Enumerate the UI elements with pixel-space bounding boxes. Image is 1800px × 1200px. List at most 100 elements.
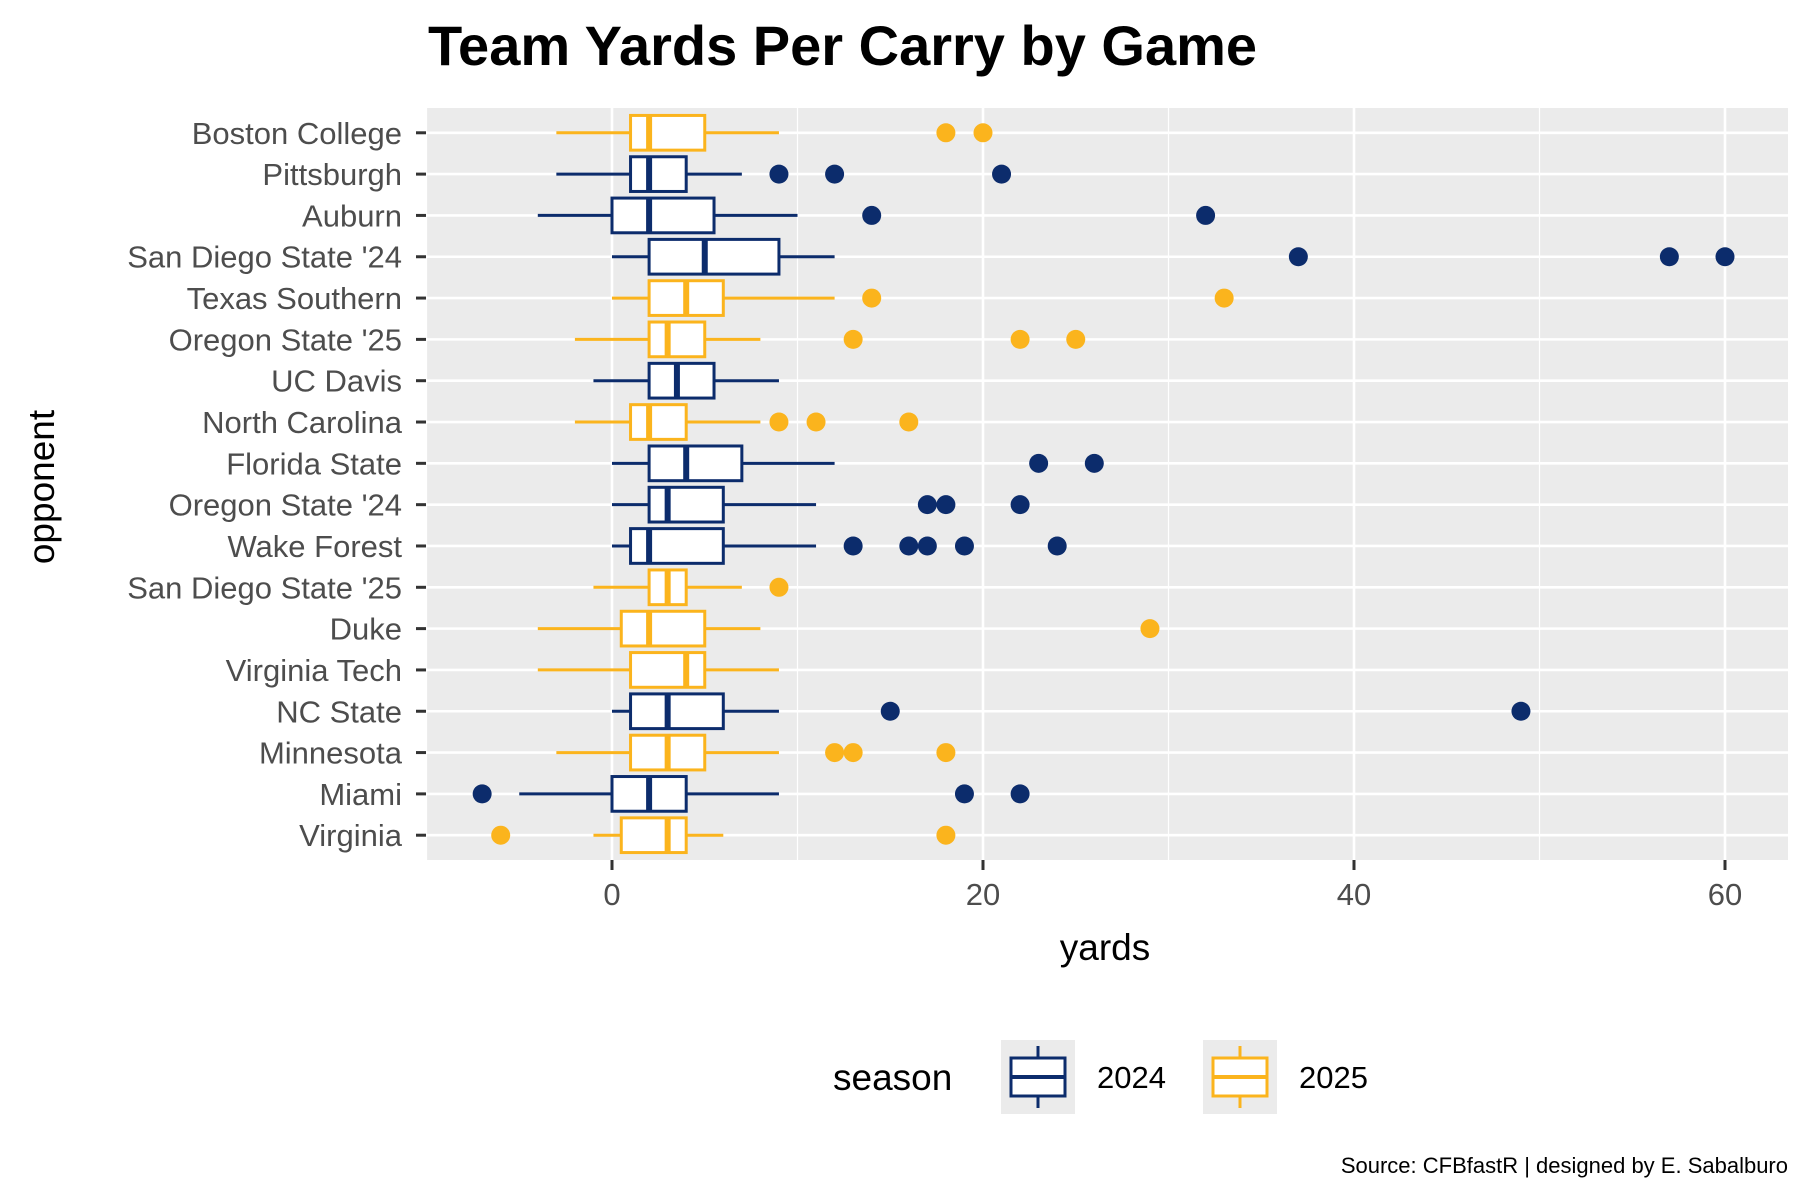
- outlier-point: [862, 288, 882, 308]
- boxplot: [574, 403, 919, 441]
- outlier-point: [936, 495, 956, 515]
- boxplot: [556, 733, 956, 772]
- caption: Source: CFBfastR | designed by E. Sabalb…: [1341, 1153, 1788, 1178]
- y-tick-label: Virginia: [299, 818, 403, 853]
- outlier-point: [843, 329, 863, 349]
- box: [610, 196, 716, 235]
- box: [629, 692, 725, 731]
- boxplot: [612, 279, 1234, 317]
- outlier-point: [769, 412, 789, 432]
- outlier-point: [1066, 329, 1086, 349]
- outlier-point: [936, 825, 956, 845]
- box: [629, 155, 688, 193]
- boxplots: [472, 113, 1735, 855]
- outlier-point: [917, 536, 937, 556]
- outlier-point: [843, 536, 863, 556]
- y-tick-label: Miami: [319, 777, 402, 812]
- boxplot: [612, 527, 1067, 565]
- outlier-point: [825, 164, 845, 184]
- x-axis-title: yards: [1060, 927, 1150, 968]
- box: [647, 320, 707, 359]
- box: [647, 444, 744, 483]
- legend-label: 2024: [1097, 1060, 1166, 1095]
- y-tick-label: NC State: [276, 694, 402, 729]
- outlier-point: [1010, 495, 1030, 515]
- boxplot: [574, 320, 1086, 359]
- box: [629, 403, 688, 441]
- outlier-point: [936, 743, 956, 763]
- legend-item: 2024: [1001, 1040, 1166, 1114]
- outlier-point: [862, 205, 882, 225]
- y-axis: Boston College Pittsburgh Auburn San Diego …: [127, 116, 426, 853]
- y-tick-label: Pittsburgh: [262, 157, 402, 192]
- outlier-point: [1047, 536, 1067, 556]
- outlier-point: [1010, 329, 1030, 349]
- outlier-point: [1715, 247, 1735, 267]
- outlier-point: [973, 123, 993, 143]
- outlier-point: [843, 743, 863, 763]
- outlier-point: [880, 701, 900, 721]
- outlier-point: [1659, 247, 1679, 267]
- grid-minor: [425, 108, 1541, 860]
- outlier-point: [769, 164, 789, 184]
- outlier-point: [1214, 288, 1234, 308]
- y-tick-label: San Diego State '24: [127, 240, 402, 275]
- outlier-point: [954, 784, 974, 804]
- y-tick-label: UC Davis: [271, 364, 402, 399]
- y-tick-label: Boston College: [192, 116, 402, 151]
- outlier-point: [936, 123, 956, 143]
- legend: season 2024 2025: [833, 1040, 1368, 1114]
- y-tick-label: Auburn: [302, 198, 402, 233]
- y-tick-label: Minnesota: [259, 736, 403, 771]
- y-tick-label: North Carolina: [202, 405, 403, 440]
- outlier-point: [1196, 205, 1216, 225]
- boxplot: [612, 485, 1030, 524]
- outlier-point: [491, 825, 511, 845]
- boxplot: [556, 113, 993, 152]
- box: [619, 609, 707, 648]
- boxplot: [612, 692, 1531, 731]
- outlier-point: [472, 784, 492, 804]
- boxplot: [593, 361, 779, 400]
- y-tick-label: Florida State: [226, 446, 402, 481]
- legend-title: season: [833, 1057, 952, 1098]
- outlier-point: [917, 495, 937, 515]
- outlier-point: [954, 536, 974, 556]
- outlier-point: [899, 536, 919, 556]
- box: [619, 816, 688, 855]
- y-tick-label: Virginia Tech: [226, 653, 402, 688]
- boxplot: [537, 196, 1216, 235]
- boxplot: [537, 651, 779, 689]
- y-tick-label: Texas Southern: [187, 281, 402, 316]
- x-tick-label: 60: [1708, 877, 1742, 912]
- boxplot: [537, 609, 1160, 648]
- x-tick-label: 0: [603, 877, 620, 912]
- boxplot: [612, 444, 1104, 483]
- boxplot: [612, 237, 1735, 276]
- outlier-point: [992, 164, 1012, 184]
- outlier-point: [1084, 453, 1104, 473]
- x-axis: 0 20 40 60: [603, 860, 1742, 912]
- box: [629, 113, 707, 152]
- chart-title: Team Yards Per Carry by Game: [428, 14, 1257, 77]
- outlier-point: [825, 743, 845, 763]
- box: [647, 485, 725, 524]
- outlier-point: [806, 412, 826, 432]
- box: [629, 527, 725, 565]
- outlier-point: [769, 577, 789, 597]
- outlier-point: [1288, 247, 1308, 267]
- outlier-point: [1140, 619, 1160, 639]
- boxplot: [472, 775, 1030, 813]
- box: [629, 651, 707, 689]
- outlier-point: [1511, 701, 1531, 721]
- legend-label: 2025: [1299, 1060, 1368, 1095]
- legend-item: 2025: [1203, 1040, 1368, 1114]
- boxplot: [491, 816, 956, 855]
- x-tick-label: 40: [1337, 877, 1371, 912]
- box: [647, 361, 716, 400]
- y-tick-label: Duke: [330, 612, 402, 647]
- y-tick-label: Oregon State '25: [169, 322, 402, 357]
- outlier-point: [1029, 453, 1049, 473]
- x-tick-label: 20: [966, 877, 1000, 912]
